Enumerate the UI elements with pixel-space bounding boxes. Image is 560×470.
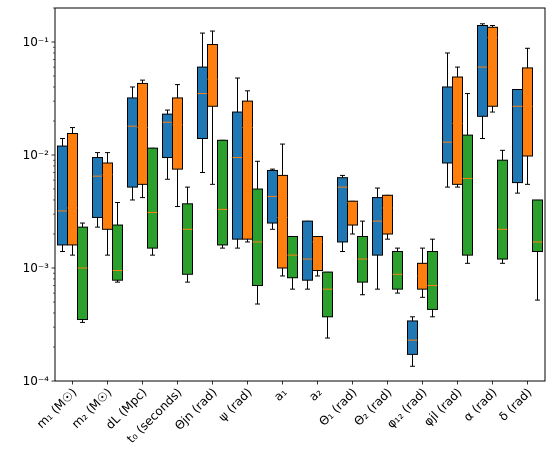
box [462, 134, 473, 256]
box-group [322, 271, 333, 339]
box-group [497, 149, 508, 264]
x-tick-label: φjl (rad) [421, 385, 465, 429]
box-group [77, 222, 88, 323]
y-tick-label: 10⁻⁴ [23, 374, 50, 388]
box-group [162, 109, 173, 180]
box [232, 111, 243, 240]
box-group [102, 152, 113, 256]
box-group [172, 84, 183, 208]
box-group [407, 316, 418, 367]
box-group [197, 32, 208, 174]
box [92, 157, 103, 218]
box [147, 147, 158, 249]
box-group [512, 88, 523, 194]
box [512, 88, 523, 184]
box [487, 26, 498, 107]
box [407, 320, 418, 355]
y-tick-label: 10⁻³ [23, 261, 50, 275]
box-group [287, 236, 298, 290]
box [207, 44, 218, 107]
box-group [487, 25, 498, 113]
x-tick-label: ψ (rad) [216, 385, 255, 424]
box-group [217, 139, 228, 249]
x-tick-label: α (rad) [461, 385, 500, 424]
box [57, 145, 68, 246]
box [77, 226, 88, 321]
box-group [137, 79, 148, 199]
box [197, 66, 208, 139]
box [217, 139, 228, 246]
axes-frame [54, 7, 546, 382]
x-tick-label: Θ₁ (rad) [316, 385, 359, 428]
box [347, 200, 358, 226]
box-group [207, 30, 218, 185]
box-group [302, 220, 313, 290]
box [162, 113, 173, 159]
box [427, 250, 438, 310]
box [372, 197, 383, 256]
box-group [372, 187, 383, 290]
y-tick-label: 10⁻¹ [23, 35, 50, 49]
box-group [92, 152, 103, 228]
box [452, 76, 463, 185]
box [287, 236, 298, 279]
box [382, 194, 393, 235]
box [477, 25, 488, 117]
box [277, 174, 288, 269]
box [322, 271, 333, 318]
box-group [252, 160, 263, 305]
box [302, 220, 313, 281]
box-group [267, 168, 278, 230]
box [127, 97, 138, 188]
x-axis: m₁ (M☉)m₂ (M☉)dL (Mpc)t₀ (seconds)Θjn (r… [34, 381, 535, 446]
box-group [182, 186, 193, 283]
box-group [147, 147, 158, 256]
box-group [462, 93, 473, 264]
box [252, 188, 263, 287]
box-group [427, 238, 438, 318]
box-group [312, 236, 323, 277]
box-group [232, 77, 243, 249]
box [67, 133, 78, 246]
box-group [242, 90, 253, 243]
box [392, 250, 403, 290]
box [312, 236, 323, 272]
x-tick-label: a₂ [306, 385, 325, 404]
box-group [67, 127, 78, 256]
box-group [337, 174, 348, 252]
box [112, 224, 123, 281]
box [172, 97, 183, 170]
box-group [112, 201, 123, 283]
box [137, 82, 148, 185]
box-group [522, 47, 533, 185]
box-group [477, 23, 488, 139]
box-group [417, 247, 428, 298]
box [522, 67, 533, 157]
box [442, 86, 453, 164]
box [182, 203, 193, 275]
box-group [277, 143, 288, 277]
y-axis: 10⁻⁴ 10⁻³ 10⁻² 10⁻¹ [23, 7, 55, 388]
box-group [347, 200, 358, 235]
box-group [532, 199, 543, 301]
box-group [442, 52, 453, 188]
box [532, 199, 543, 252]
box [242, 100, 253, 240]
box-group [127, 86, 138, 201]
plot-area [54, 7, 546, 382]
x-tick-label: δ (rad) [496, 385, 534, 423]
box-group [382, 194, 393, 240]
x-tick-label: a₁ [271, 385, 290, 404]
box-group [392, 247, 403, 294]
box-group [452, 66, 463, 188]
y-tick-label: 10⁻² [23, 148, 50, 162]
box [497, 159, 508, 260]
box-group [357, 220, 368, 296]
box [102, 162, 113, 230]
box-group [57, 137, 68, 252]
